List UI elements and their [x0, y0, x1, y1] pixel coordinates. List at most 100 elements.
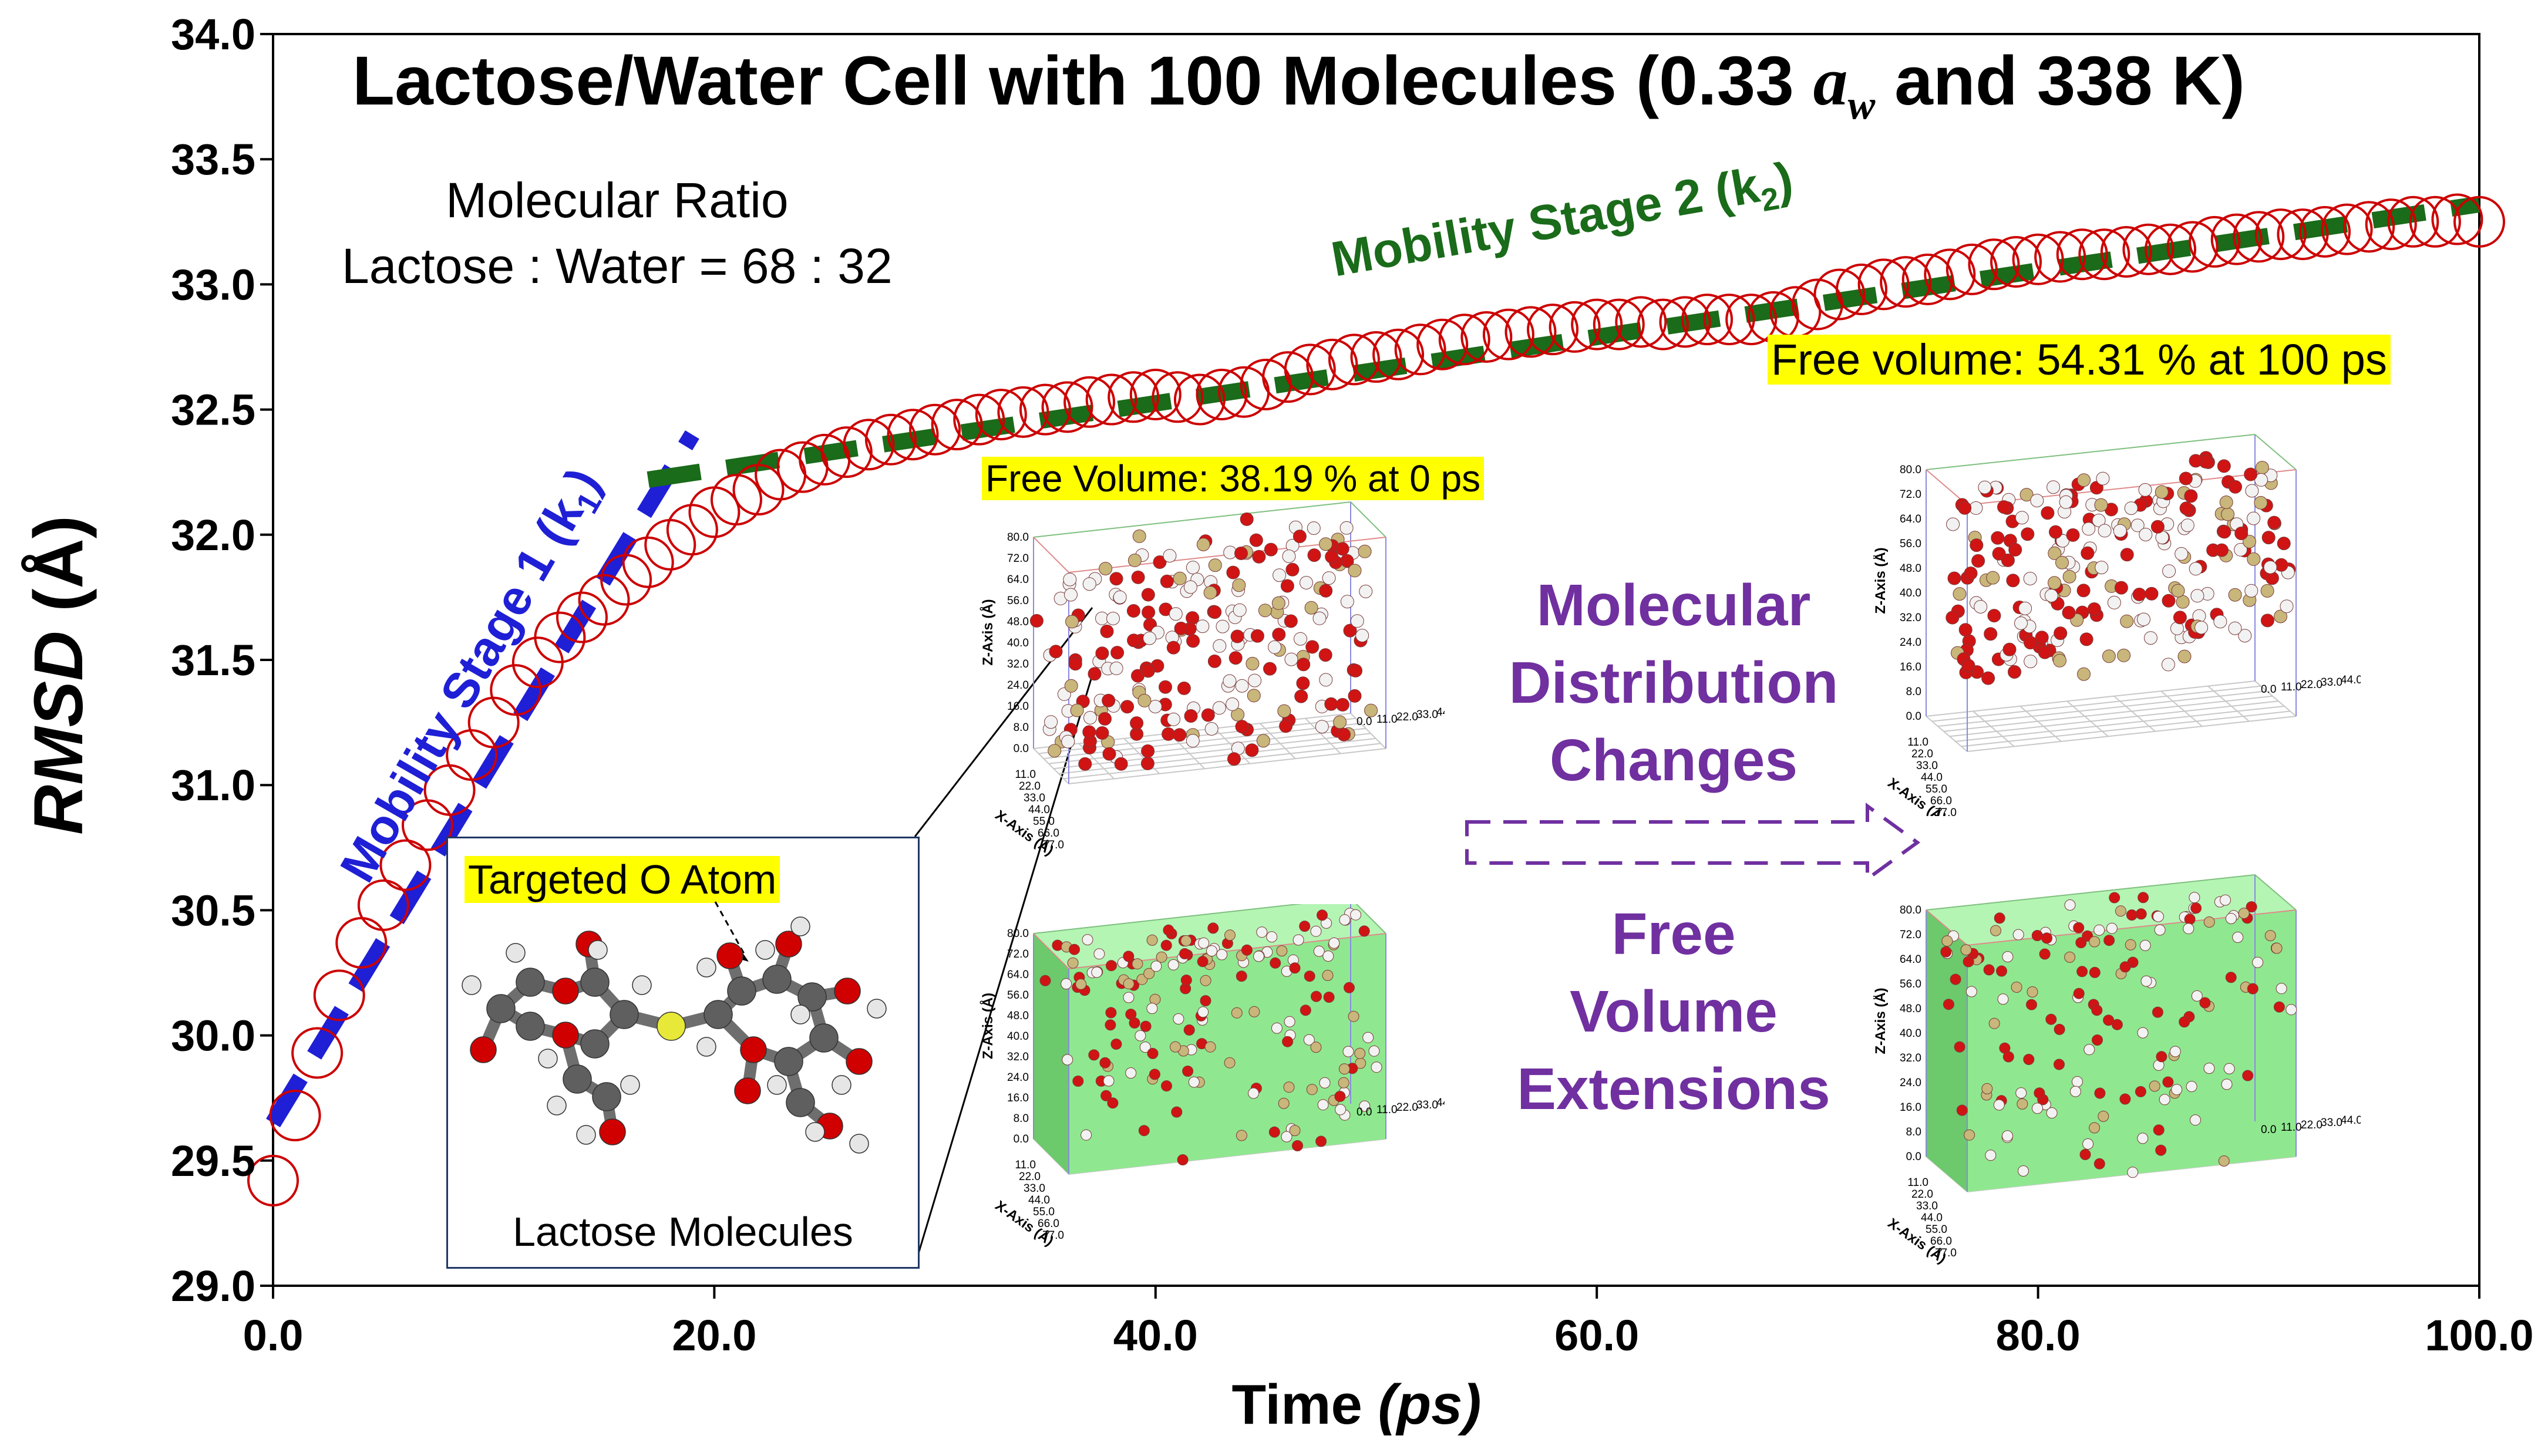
z-tick-label: 0.0	[1014, 743, 1029, 755]
atom	[2018, 601, 2032, 615]
atom	[1282, 550, 1296, 563]
atom	[1284, 652, 1298, 666]
atom	[1067, 957, 1079, 969]
atom	[1344, 982, 1355, 993]
data-point	[864, 413, 917, 466]
atom	[1969, 501, 1983, 515]
atom	[809, 1023, 839, 1053]
atom	[1131, 570, 1145, 584]
atom	[786, 1088, 815, 1117]
atom	[2228, 621, 2242, 635]
atom	[2012, 929, 2024, 941]
atom	[2023, 1054, 2035, 1065]
atom	[1196, 538, 1210, 551]
atom	[1114, 757, 1128, 771]
atom	[1338, 1063, 1350, 1075]
atom	[1204, 1041, 1216, 1053]
atom	[2094, 1087, 2106, 1099]
atom	[2273, 1001, 2285, 1013]
atom	[1359, 584, 1373, 598]
atom	[1313, 945, 1325, 957]
atom	[1990, 925, 2001, 936]
atom	[1978, 480, 1992, 494]
atom	[1988, 1017, 2000, 1029]
y-tick-label: 33.0	[171, 260, 255, 309]
atom	[1294, 689, 1308, 703]
z-tick-label: 40.0	[1007, 1030, 1029, 1043]
atom	[2002, 642, 2017, 656]
data-point	[1328, 333, 1380, 386]
atom	[2162, 1076, 2174, 1088]
data-point	[2100, 225, 2152, 278]
y-tick-label: 22.0	[1396, 1101, 1418, 1114]
atom	[588, 940, 608, 960]
atom	[1106, 612, 1120, 625]
atom	[2044, 589, 2058, 602]
z-tick-label: 56.0	[1007, 989, 1029, 1002]
atom	[1322, 951, 1334, 962]
atom	[610, 1000, 639, 1029]
atom	[1317, 909, 1328, 921]
y-tick-label: 0.0	[1357, 1106, 1372, 1118]
atom	[2260, 614, 2274, 628]
cube-0ps-molecules: 0.0 8.0 16.0 24.0 32.0 40.0 48.0 56.0 64.0 72.0 80…	[980, 501, 1445, 859]
atom	[1065, 615, 1079, 629]
cube-edge	[1955, 705, 2285, 742]
atom	[1127, 554, 1142, 567]
atom	[1280, 579, 1294, 593]
atom	[1300, 576, 1313, 589]
atom	[1061, 978, 1072, 990]
atom	[1285, 562, 1300, 577]
y-tick-label: 31.0	[171, 761, 255, 810]
data-point	[2277, 208, 2329, 261]
cube-100ps-molecules: 0.0 8.0 16.0 24.0 32.0 40.0 48.0 56.0 64.0 72.0 80…	[1873, 434, 2361, 816]
atom	[2229, 480, 2242, 494]
atom	[2041, 932, 2052, 944]
data-point	[1659, 296, 1711, 348]
cube-edge	[1033, 933, 1069, 969]
atom	[2143, 631, 2157, 645]
atom	[2176, 595, 2190, 609]
atom	[1350, 614, 1364, 628]
atom	[2017, 1098, 2028, 1110]
atom	[2083, 1044, 2095, 1056]
atom	[2024, 636, 2038, 650]
atom	[1349, 663, 1362, 678]
atom	[2244, 467, 2258, 481]
atom	[2213, 615, 2227, 629]
y-tick-label: 29.0	[171, 1262, 255, 1310]
x-tick-label: 44.0	[1921, 1212, 1943, 1224]
x-tick-label: 22.0	[1911, 1188, 1933, 1201]
data-point	[2145, 223, 2197, 275]
data-point	[1836, 263, 1888, 315]
atom	[2220, 894, 2231, 906]
cube-edge	[1048, 727, 1366, 764]
z-tick-label: 0.0	[1906, 710, 1921, 723]
atom	[2247, 511, 2261, 525]
z-tick-label: 64.0	[1900, 953, 1921, 966]
x-tick-label: 22.0	[1019, 1171, 1041, 1183]
z-tick-label: 64.0	[1007, 574, 1029, 586]
atom	[2234, 542, 2248, 557]
atom	[2190, 589, 2204, 603]
atom	[1350, 909, 1362, 921]
atom	[1354, 1047, 1366, 1059]
atom	[1137, 693, 1152, 707]
atom	[1173, 1013, 1184, 1024]
x-tick-label: 77.0	[1042, 1229, 1064, 1242]
atom	[2242, 1070, 2254, 1081]
atom	[1236, 970, 1247, 982]
atom	[1184, 709, 1198, 723]
atom	[2247, 552, 2261, 566]
atom	[1333, 715, 1347, 729]
cube-edge	[1033, 537, 1069, 573]
atom	[2066, 528, 2080, 542]
x-tick-label: 55.0	[1926, 1224, 1947, 1236]
atom	[2177, 649, 2192, 663]
atom	[1200, 975, 1211, 986]
atom	[2124, 501, 2138, 515]
atom	[1248, 1006, 1260, 1017]
atom	[1082, 577, 1096, 591]
atom	[1248, 1087, 1260, 1099]
atom	[1247, 689, 1261, 703]
